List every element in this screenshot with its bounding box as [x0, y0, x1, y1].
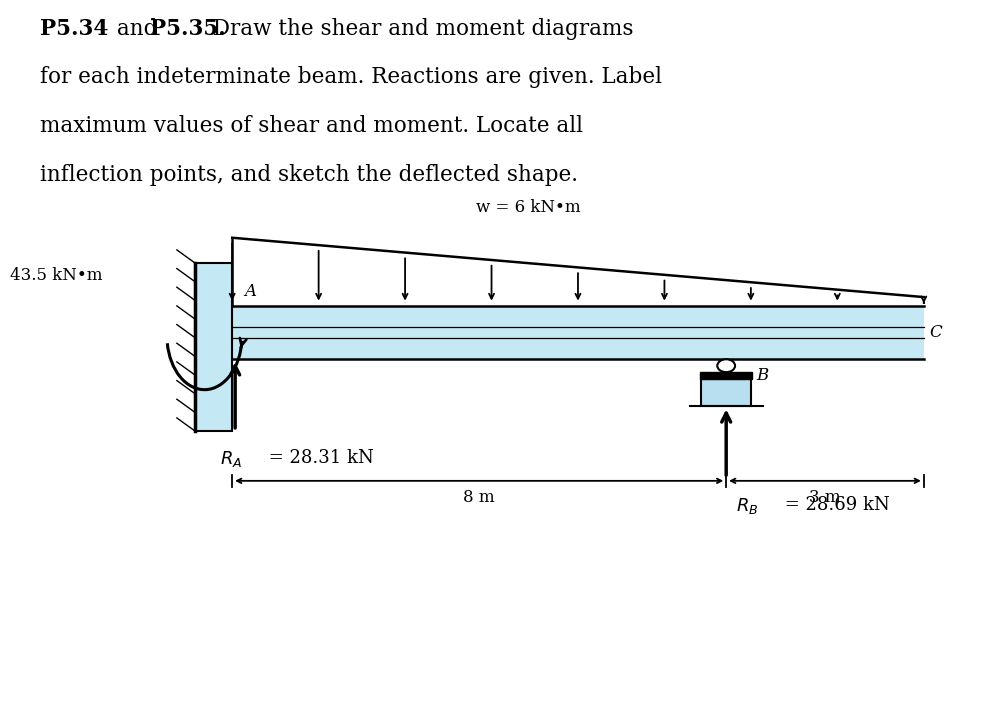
Text: 8 m: 8 m — [463, 489, 495, 506]
Circle shape — [717, 359, 735, 372]
Bar — [232, 306, 924, 359]
Text: Draw the shear and moment diagrams: Draw the shear and moment diagrams — [206, 18, 634, 40]
Text: maximum values of shear and moment. Locate all: maximum values of shear and moment. Loca… — [40, 115, 583, 137]
Text: P5.35.: P5.35. — [150, 18, 226, 40]
Bar — [701, 379, 751, 406]
Text: C: C — [930, 324, 943, 341]
Text: for each indeterminate beam. Reactions are given. Label: for each indeterminate beam. Reactions a… — [40, 66, 662, 89]
Text: P5.34: P5.34 — [40, 18, 108, 40]
Text: B: B — [756, 368, 768, 384]
Text: and: and — [110, 18, 164, 40]
Text: 3 m: 3 m — [809, 489, 841, 506]
Text: A: A — [244, 283, 256, 300]
Text: $R_B$: $R_B$ — [736, 496, 759, 516]
Text: = 28.69 kN: = 28.69 kN — [779, 496, 889, 514]
Text: = 28.31 kN: = 28.31 kN — [263, 449, 373, 467]
Text: $R_A$: $R_A$ — [220, 449, 243, 468]
Text: w = 6 kN•m: w = 6 kN•m — [476, 199, 581, 216]
Bar — [195, 262, 232, 430]
Bar — [700, 372, 752, 379]
Text: 43.5 kN•m: 43.5 kN•m — [10, 267, 103, 284]
Text: inflection points, and sketch the deflected shape.: inflection points, and sketch the deflec… — [40, 164, 578, 186]
